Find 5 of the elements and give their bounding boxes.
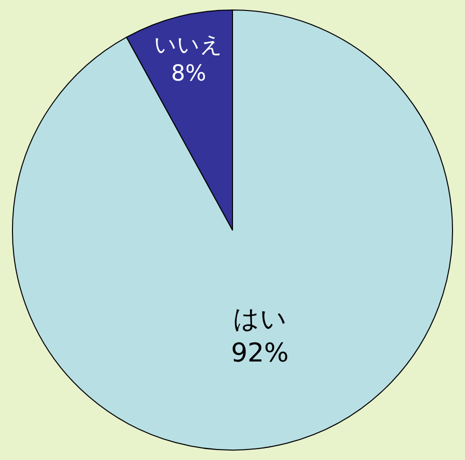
pie-slice	[12, 10, 453, 450]
slice-label: いいえ	[154, 32, 224, 58]
data-label: 92%	[230, 338, 289, 368]
data-label: 8%	[171, 60, 206, 87]
slice-label: はい	[232, 304, 287, 335]
